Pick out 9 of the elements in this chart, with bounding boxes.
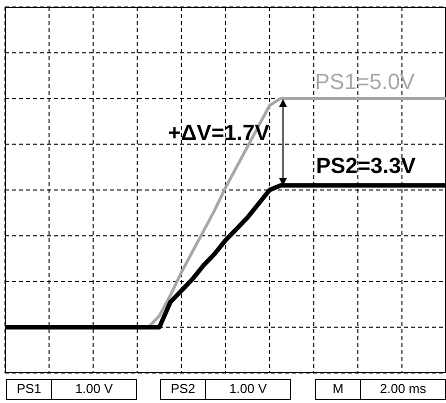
- annotation: +ΔV=1.7V: [168, 120, 270, 146]
- text: 1.00 V: [74, 380, 114, 398]
- annotation: PS2=3.3V: [316, 153, 416, 180]
- text: 2.00 ms: [378, 380, 428, 398]
- text: PS1=5.0V: [315, 68, 415, 94]
- text: PS1: [7, 380, 52, 399]
- text: 1.00 V: [228, 380, 268, 398]
- text: PS2: [161, 380, 206, 399]
- text: M: [316, 380, 361, 399]
